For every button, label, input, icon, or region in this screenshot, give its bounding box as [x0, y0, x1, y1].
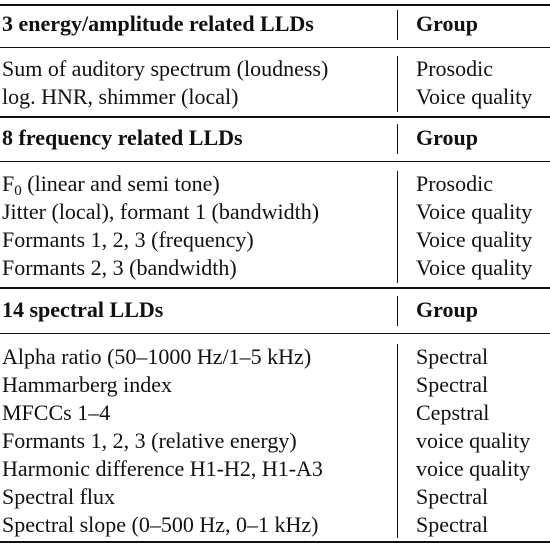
feature-cell: Hammarberg index: [2, 372, 173, 397]
table-row: Formants 1, 2, 3 (relative energy) voice…: [0, 427, 550, 455]
header-rule: [0, 333, 550, 334]
feature-cell: Formants 2, 3 (bandwidth): [2, 255, 237, 280]
section-rule: [0, 287, 550, 289]
group-cell: Prosodic: [416, 56, 493, 81]
header-rule: [0, 161, 550, 162]
feature-cell: Formants 1, 2, 3 (frequency): [2, 227, 254, 252]
feature-rest: (linear and semi tone): [21, 171, 220, 196]
table-row: Formants 2, 3 (bandwidth) Voice quality: [0, 254, 550, 282]
section-title: 8 frequency related LLDs: [2, 125, 243, 150]
group-cell: Voice quality: [416, 84, 533, 109]
group-cell: Prosodic: [416, 171, 493, 196]
group-cell: Spectral: [416, 512, 489, 537]
feature-cell: Spectral flux: [2, 484, 116, 509]
feature-cell: Spectral slope (0–500 Hz, 0–1 kHz): [2, 512, 319, 537]
column-separator: [397, 124, 398, 154]
table-row: Hammarberg index Spectral: [0, 371, 550, 399]
feature-cell: Sum of auditory spectrum (loudness): [2, 56, 329, 81]
bottom-rule: [0, 541, 550, 543]
feature-cell: Harmonic difference H1-H2, H1-A3: [2, 456, 323, 481]
group-cell: Cepstral: [416, 400, 490, 425]
group-cell: Spectral: [416, 484, 489, 509]
section-title: 14 spectral LLDs: [2, 297, 164, 322]
feature-subscript: 0: [14, 183, 22, 199]
table-row: Sum of auditory spectrum (loudness) Pros…: [0, 55, 550, 83]
table-row: F0 (linear and semi tone) Prosodic: [0, 170, 550, 199]
group-cell: Voice quality: [416, 199, 533, 224]
group-cell: voice quality: [416, 428, 531, 453]
group-cell: Voice quality: [416, 227, 533, 252]
section-header-spectral: 14 spectral LLDs Group: [0, 296, 550, 324]
column-separator: [397, 296, 398, 326]
feature-cell: MFCCs 1–4: [2, 400, 111, 425]
group-cell: Spectral: [416, 344, 489, 369]
group-cell: Voice quality: [416, 255, 533, 280]
section-title: 3 energy/amplitude related LLDs: [2, 11, 314, 36]
feature-main: F: [2, 171, 15, 196]
feature-cell: Alpha ratio (50–1000 Hz/1–5 kHz): [2, 344, 312, 369]
table-row: Harmonic difference H1-H2, H1-A3 voice q…: [0, 455, 550, 483]
group-header: Group: [416, 11, 478, 36]
table-row: MFCCs 1–4 Cepstral: [0, 399, 550, 427]
group-header: Group: [416, 125, 478, 150]
column-separator: [397, 56, 398, 112]
table-row: Spectral slope (0–500 Hz, 0–1 kHz) Spect…: [0, 511, 550, 539]
feature-cell: Formants 1, 2, 3 (relative energy): [2, 428, 297, 453]
table-row: Spectral flux Spectral: [0, 483, 550, 511]
group-cell: Spectral: [416, 372, 489, 397]
column-separator: [397, 10, 398, 40]
group-header: Group: [416, 297, 478, 322]
table-row: Jitter (local), formant 1 (bandwidth) Vo…: [0, 198, 550, 226]
group-cell: voice quality: [416, 456, 531, 481]
column-separator: [397, 171, 398, 283]
section-header-energy: 3 energy/amplitude related LLDs Group: [0, 10, 550, 38]
column-separator: [397, 344, 398, 538]
feature-cell: log. HNR, shimmer (local): [2, 84, 239, 109]
feature-cell: F0 (linear and semi tone): [2, 170, 220, 199]
header-rule: [0, 47, 550, 48]
table-row: log. HNR, shimmer (local) Voice quality: [0, 83, 550, 111]
table-row: Formants 1, 2, 3 (frequency) Voice quali…: [0, 226, 550, 254]
top-rule: [0, 4, 550, 6]
section-header-frequency: 8 frequency related LLDs Group: [0, 124, 550, 152]
table-row: Alpha ratio (50–1000 Hz/1–5 kHz) Spectra…: [0, 343, 550, 371]
section-rule: [0, 116, 550, 118]
feature-cell: Jitter (local), formant 1 (bandwidth): [2, 199, 320, 224]
